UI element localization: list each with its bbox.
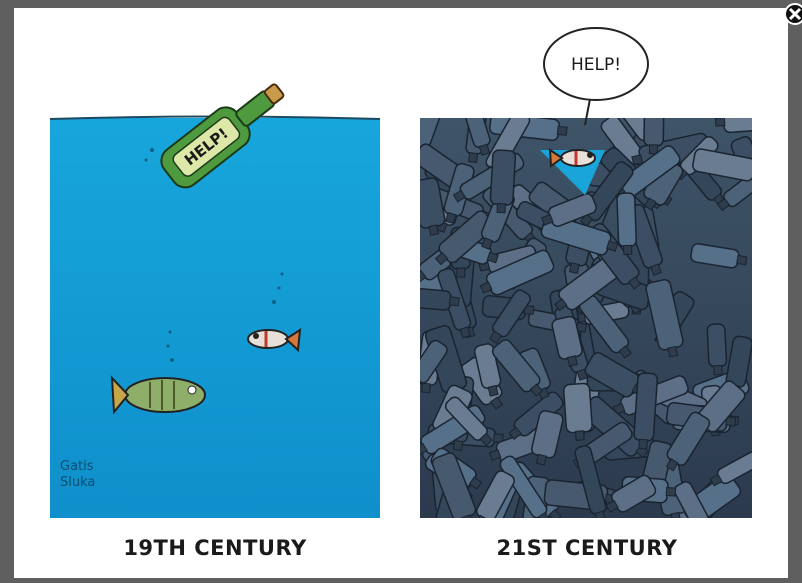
page: HELP! Gatis Sluka 19TH CENTURY [0, 0, 802, 583]
lightbox: HELP! Gatis Sluka 19TH CENTURY [0, 0, 802, 583]
close-button[interactable] [785, 4, 802, 24]
signature: Sluka [60, 475, 95, 490]
caption: 21ST CENTURY [497, 536, 678, 560]
left-panel: HELP! Gatis Sluka 19TH CENTURY [50, 72, 380, 560]
bottle [490, 150, 516, 213]
sea [50, 118, 380, 518]
caption: 19TH CENTURY [123, 536, 307, 560]
speech-text: HELP! [571, 55, 621, 75]
signature: Gatis [60, 459, 94, 474]
